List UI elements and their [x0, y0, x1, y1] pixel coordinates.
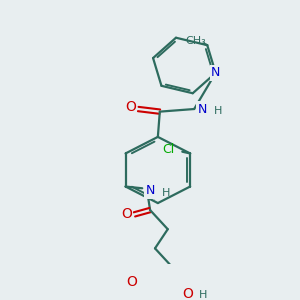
- Text: H: H: [162, 188, 170, 198]
- Text: N: N: [197, 103, 207, 116]
- Text: H: H: [214, 106, 222, 116]
- Text: H: H: [199, 290, 208, 300]
- Text: O: O: [182, 287, 193, 300]
- Text: N: N: [211, 66, 220, 80]
- Text: O: O: [121, 207, 132, 221]
- Text: O: O: [125, 100, 136, 114]
- Text: N: N: [146, 184, 155, 197]
- Text: Cl: Cl: [162, 142, 174, 156]
- Text: O: O: [126, 275, 137, 289]
- Text: CH₃: CH₃: [185, 36, 206, 46]
